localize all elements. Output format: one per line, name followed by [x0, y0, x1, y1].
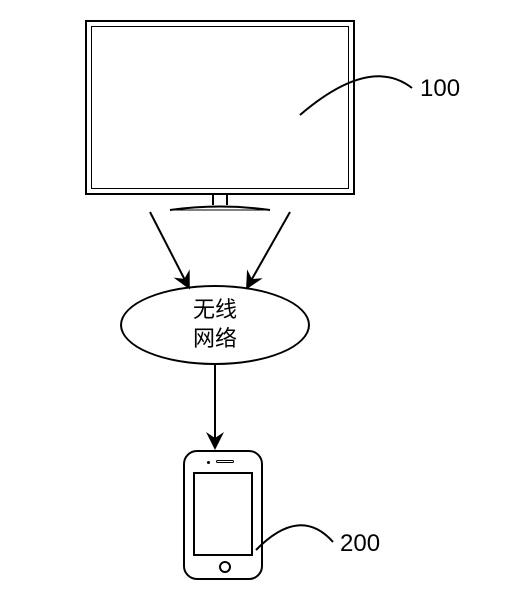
- tv-device: [85, 20, 355, 195]
- network-text-line1: 无线: [193, 297, 237, 322]
- phone-home-button: [219, 561, 231, 573]
- tv-screen: [91, 26, 349, 189]
- phone-device: [183, 450, 263, 580]
- arrow-tv-to-network-right: [248, 212, 290, 286]
- phone-speaker: [216, 460, 234, 463]
- leader-phone: [256, 525, 333, 550]
- diagram-canvas: 无线 网络 100 200: [0, 0, 519, 600]
- wireless-network-node: 无线 网络: [120, 285, 310, 365]
- tv-ref-label: 100: [420, 75, 460, 103]
- phone-ref-label: 200: [340, 530, 380, 558]
- network-text-line2: 网络: [193, 326, 237, 351]
- tv-stand-base: [170, 207, 270, 211]
- phone-camera-dot: [207, 461, 210, 464]
- wireless-network-text: 无线 网络: [193, 296, 237, 353]
- phone-screen: [193, 472, 253, 556]
- arrow-tv-to-network-left: [150, 212, 188, 286]
- tv-stand-neck: [212, 195, 228, 205]
